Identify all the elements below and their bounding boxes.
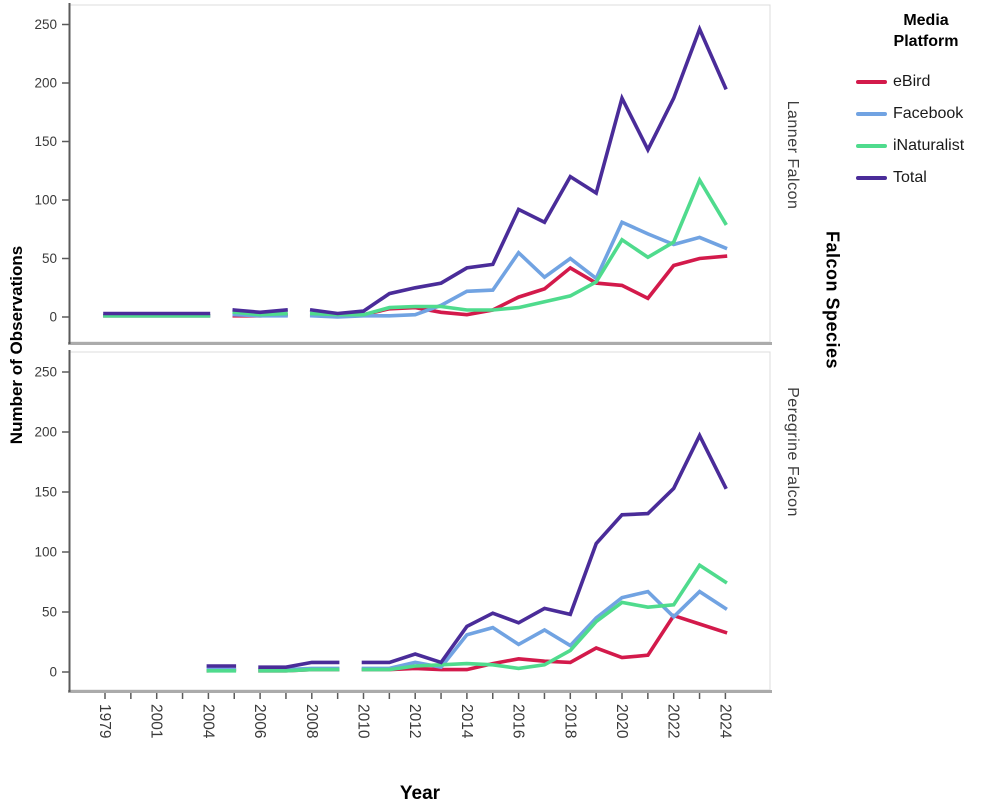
legend-title: Media Platform	[893, 12, 959, 50]
line-lanner-falcon-total	[232, 308, 288, 315]
y-tick-label: 200	[34, 425, 57, 440]
line-peregrine-falcon-total	[361, 431, 728, 665]
ebird-line-swatch	[856, 80, 887, 84]
line-lanner-falcon-total	[309, 24, 728, 316]
legend-item-label: Total	[893, 169, 927, 186]
facet-label-peregrine-falcon: Peregrine Falcon	[784, 387, 801, 517]
x-tick-label: 2018	[561, 704, 578, 738]
line-peregrine-falcon-inaturalist	[258, 667, 340, 673]
total-line-swatch	[856, 176, 887, 180]
line-peregrine-falcon-ebird	[361, 613, 728, 672]
x-tick-label: 2020	[613, 704, 630, 739]
facebook-line-swatch	[856, 112, 887, 116]
legend: Media Platform eBird Facebook iNaturalis…	[856, 10, 996, 194]
x-tick-label: 1979	[96, 704, 113, 738]
facet-axis-title: Falcon Species	[822, 230, 843, 370]
legend-item-label: eBird	[893, 73, 931, 90]
x-tick-label: 2024	[716, 704, 733, 739]
y-tick-label: 200	[34, 76, 57, 91]
legend-item-facebook: Facebook	[856, 98, 996, 130]
x-tick-label: 2001	[148, 704, 165, 738]
legend-item-total: Total	[856, 162, 996, 194]
y-tick-label: 150	[34, 485, 57, 500]
x-tick-label: 2010	[355, 704, 372, 739]
line-lanner-falcon-inaturalist	[232, 310, 288, 317]
line-peregrine-falcon-facebook	[361, 589, 728, 671]
line-peregrine-falcon-inaturalist	[361, 562, 728, 672]
panel-frame	[69, 351, 771, 691]
y-tick-label: 100	[34, 545, 57, 560]
x-tick-label: 2012	[406, 704, 423, 738]
line-lanner-falcon-facebook	[309, 219, 728, 319]
x-tick-label: 2004	[199, 704, 216, 739]
x-axis-title: Year	[399, 783, 441, 804]
legend-item-ebird: eBird	[856, 66, 996, 98]
y-tick-label: 250	[34, 17, 57, 32]
x-tick-label: 2008	[303, 704, 320, 738]
x-tick-label: 2016	[510, 704, 527, 738]
legend-item-label: iNaturalist	[893, 137, 965, 154]
legend-item-inaturalist: iNaturalist	[856, 130, 996, 162]
y-tick-label: 50	[42, 251, 57, 266]
x-tick-label: 2006	[251, 704, 268, 738]
y-tick-label: 250	[34, 365, 57, 380]
line-lanner-falcon-inaturalist	[309, 176, 728, 317]
x-tick-label: 2022	[665, 704, 682, 738]
y-tick-label: 150	[34, 134, 57, 149]
legend-item-label: Facebook	[893, 105, 964, 122]
inaturalist-line-swatch	[856, 144, 887, 148]
y-axis-title: Number of Observations	[7, 245, 26, 445]
line-peregrine-falcon-total	[258, 660, 340, 670]
x-tick-label: 2014	[458, 704, 475, 739]
y-tick-label: 100	[34, 193, 57, 208]
y-tick-label: 0	[49, 665, 57, 680]
y-tick-label: 50	[42, 605, 57, 620]
facet-label-lanner-falcon: Lanner Falcon	[784, 100, 801, 210]
y-tick-label: 0	[49, 310, 57, 325]
panel-frame	[69, 4, 771, 343]
